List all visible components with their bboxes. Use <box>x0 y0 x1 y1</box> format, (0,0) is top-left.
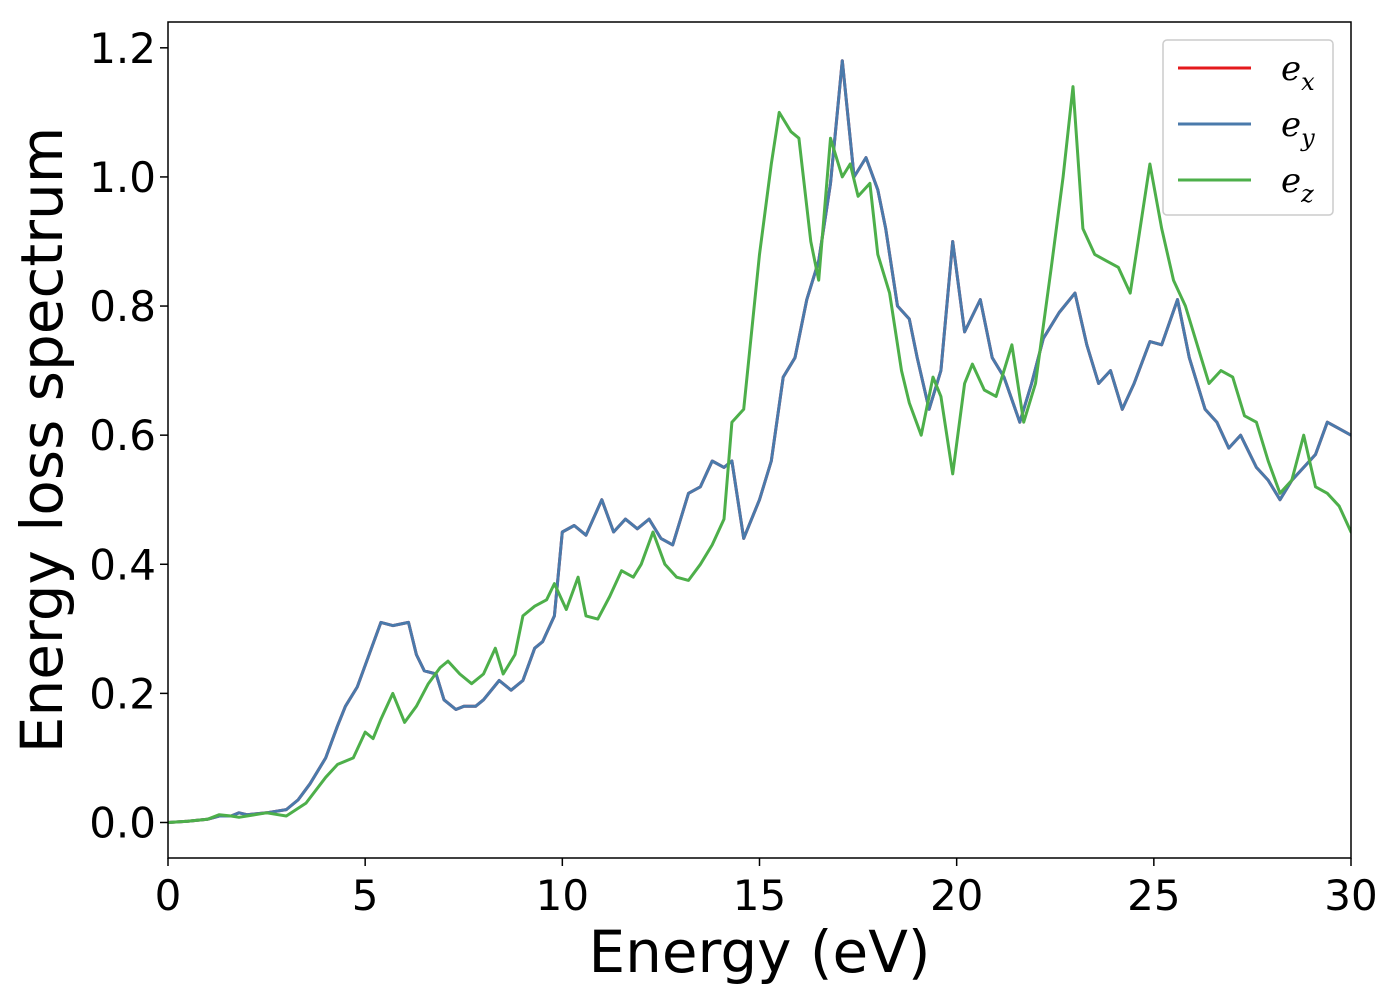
legend-label-subscript: y <box>1300 124 1315 152</box>
series-line-y <box>168 59 1351 824</box>
y-axis-title: Energy loss spectrum <box>8 127 76 753</box>
legend-label-y: ey <box>1281 105 1315 152</box>
y-tick-label: 1.0 <box>89 153 156 202</box>
legend-label-base: e <box>1281 105 1301 145</box>
x-tick-label: 30 <box>1324 871 1377 920</box>
legend-label-subscript: z <box>1300 180 1314 208</box>
y-tick-label: 0.0 <box>89 798 156 847</box>
legend-label-z: ez <box>1281 161 1314 208</box>
y-tick-label: 0.2 <box>89 669 156 718</box>
x-tick-label: 25 <box>1127 871 1180 920</box>
y-axis-ticks: 0.0 0.2 0.4 0.6 0.8 1.0 1.2 <box>89 24 168 847</box>
y-tick-label: 0.6 <box>89 411 156 460</box>
legend-label-x: ex <box>1281 49 1315 96</box>
series-line-z <box>168 85 1351 824</box>
legend-box <box>1162 39 1334 216</box>
x-axis-title: Energy (eV) <box>588 918 930 986</box>
legend-label-base: e <box>1281 161 1301 201</box>
x-tick-label: 15 <box>733 871 786 920</box>
y-tick-label: 0.4 <box>89 540 156 589</box>
x-tick-label: 0 <box>155 871 182 920</box>
y-tick-label: 1.2 <box>89 24 156 73</box>
x-axis-ticks: 0 5 10 15 20 25 30 <box>155 858 1378 920</box>
x-tick-label: 10 <box>536 871 589 920</box>
series-layer <box>168 59 1351 824</box>
legend-label-subscript: x <box>1301 68 1315 96</box>
y-tick-label: 0.8 <box>89 282 156 331</box>
x-tick-label: 5 <box>352 871 379 920</box>
x-tick-label: 20 <box>930 871 983 920</box>
legend-label-base: e <box>1281 49 1301 89</box>
